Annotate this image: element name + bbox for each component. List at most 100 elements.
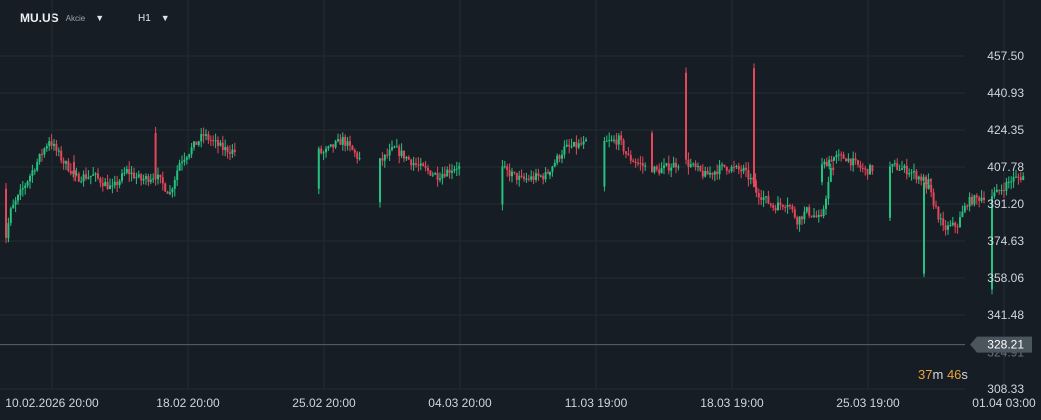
symbol-selector[interactable]: MU.US Akcie ▼ [20,10,104,26]
candle-body [166,191,169,194]
candle-body [226,147,229,153]
candle-body [910,172,913,174]
candle-body [50,141,53,146]
candle-body [547,172,549,174]
timeframe-selector[interactable]: H1 ▼ [138,10,170,26]
candle-body [639,162,642,164]
candle-body [1015,176,1017,178]
candle-body [699,166,702,171]
candle-body [837,154,840,156]
time-axis: 10.02.2026 20:00 18.02 20:00 25.02 20:00 04… [5,396,1036,410]
candle-body [346,141,349,146]
candle-body [789,205,791,207]
candle-body [711,172,714,175]
candle-body [551,166,554,172]
candle-body [852,158,855,166]
candle-body [327,146,330,149]
x-tick-label: 25.02 20:00 [292,396,356,410]
candle-body [753,68,755,188]
candle-body [532,176,535,180]
candle-body [975,195,978,198]
candle-body [161,177,164,184]
candle-body [978,197,981,201]
candle-body [183,159,186,162]
candle-body [821,164,823,183]
candle-body [966,205,969,207]
candle-body [629,155,632,161]
candle-body [453,169,456,171]
candle-body [672,162,675,168]
candle-body [417,164,420,166]
candle-body [641,163,644,166]
candle-body [104,181,107,187]
candle-body [767,196,770,204]
candle-body [458,166,461,169]
candle-body [75,173,78,175]
candle-body [896,163,899,170]
candle-body [570,146,573,148]
candle-body [329,144,332,147]
candle-body [786,205,789,208]
candle-body [637,162,639,164]
candle-body [195,141,198,145]
candle-body [823,161,826,165]
candle-body [730,166,733,172]
candle-body [94,173,97,175]
candle-body [501,166,504,205]
candle-body [173,179,176,189]
candle-body [832,167,835,171]
candle-body [825,198,827,209]
candle-body [585,139,587,142]
candle-body [424,166,427,168]
timeframe-label: H1 [138,12,151,24]
candle-body [651,133,653,173]
candle-body [214,140,217,142]
candle-body [511,171,513,177]
candle-body [757,192,760,198]
candle-body [563,146,566,155]
candle-body [422,163,425,167]
candle-body [410,159,413,166]
candle-body [542,175,545,180]
candle-body [1017,176,1020,178]
candle-body [737,166,740,170]
candle-body [859,164,862,168]
candle-body [427,167,429,171]
candle-body [231,149,234,154]
candle-body [26,181,29,186]
candle-body [386,154,389,156]
candle-body [379,158,381,203]
candle-body [939,218,942,220]
candle-body [53,143,55,146]
candle-body [415,163,417,165]
candle-body [82,174,85,182]
candle-body [12,204,15,209]
y-tick-label: 457.50 [987,49,1024,63]
candle-body [147,176,150,182]
y-tick-label: 341.48 [987,308,1024,322]
candle-body [439,178,441,180]
candle-body [670,167,673,171]
candle-body [325,148,327,153]
candle-body [622,140,625,152]
symbol-type: Akcie [65,13,86,23]
candle-body [393,146,396,148]
candle-body [233,149,236,152]
candle-body [337,139,339,142]
current-price-label: 328.21 [987,338,1024,352]
candle-body [45,146,48,149]
candle-body [849,158,852,166]
candle-body [207,134,210,140]
candle-body [944,225,947,230]
candle-body [436,173,439,180]
candle-body [791,206,794,210]
candle-body [828,159,831,167]
candle-body [523,176,525,179]
candle-body [808,207,811,216]
candle-body [130,172,133,175]
chevron-down-icon: ▼ [95,13,105,23]
candle-body [116,181,119,186]
candle-body [723,164,726,167]
candle-body [549,171,551,176]
